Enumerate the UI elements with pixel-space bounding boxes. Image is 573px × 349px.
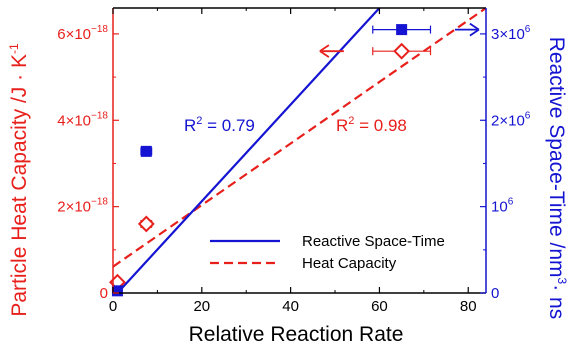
x-tick-label: 40 (282, 298, 299, 315)
svg-text:Reactive Space-Time /nm3· ns: Reactive Space-Time /nm3· ns (545, 37, 569, 320)
arrow-left-head (319, 44, 330, 58)
arrow-right-head (469, 22, 480, 37)
x-tick-label: 20 (193, 298, 210, 315)
x-tick-label: 60 (371, 298, 388, 315)
right-tick-label: 3×106 (491, 24, 531, 43)
x-tick-label: 80 (460, 298, 477, 315)
svg-text:Particle Heat Capacity /J · K-: Particle Heat Capacity /J · K-1 (7, 43, 31, 317)
right-tick-label: 0 (491, 285, 499, 302)
left-axis-title: Particle Heat Capacity /J · K (8, 54, 31, 317)
left-tick-label: 2×10−18 (57, 197, 108, 216)
annotations: R2 = 0.79 R2 = 0.98 (184, 22, 480, 135)
right-axis-title: Reactive Space-Time /nm (545, 37, 568, 278)
legend-label: Reactive Space-Time (302, 233, 445, 250)
data-markers (109, 24, 432, 297)
diamond-marker (137, 215, 155, 233)
x-axis-title: Relative Reaction Rate (189, 323, 404, 346)
left-tick-label: 0 (100, 285, 108, 302)
x-tick-label: 0 (109, 298, 117, 315)
legend: Reactive Space-Time Heat Capacity (210, 233, 445, 272)
legend-label: Heat Capacity (302, 255, 397, 272)
left-tick-label: 4×10−18 (57, 110, 108, 129)
right-axis-title-group: Reactive Space-Time /nm3· ns (545, 37, 569, 320)
r2-label-heat-capacity: R2 = 0.98 (336, 115, 407, 135)
square-marker (140, 145, 152, 157)
fit-line-left (113, 8, 486, 268)
fit-line-right (116, 8, 381, 293)
right-axis-title-suffix: · ns (545, 284, 568, 319)
square-marker (396, 24, 408, 36)
axes: 0 20 40 60 80 0 2×10−18 4×10−18 6×10−18 0 106 2×106… (57, 7, 531, 315)
left-axis-title-group: Particle Heat Capacity /J · K-1 (7, 43, 31, 317)
right-axis-title-sup: 3 (555, 278, 569, 285)
square-marker (111, 285, 123, 297)
right-tick-label: 106 (491, 197, 514, 216)
diamond-marker (393, 42, 411, 60)
r2-label-reactive-space-time: R2 = 0.79 (184, 115, 255, 135)
left-tick-label: 6×10−18 (57, 24, 108, 43)
left-axis-title-sup: -1 (7, 43, 21, 54)
right-tick-label: 2×106 (491, 110, 531, 129)
